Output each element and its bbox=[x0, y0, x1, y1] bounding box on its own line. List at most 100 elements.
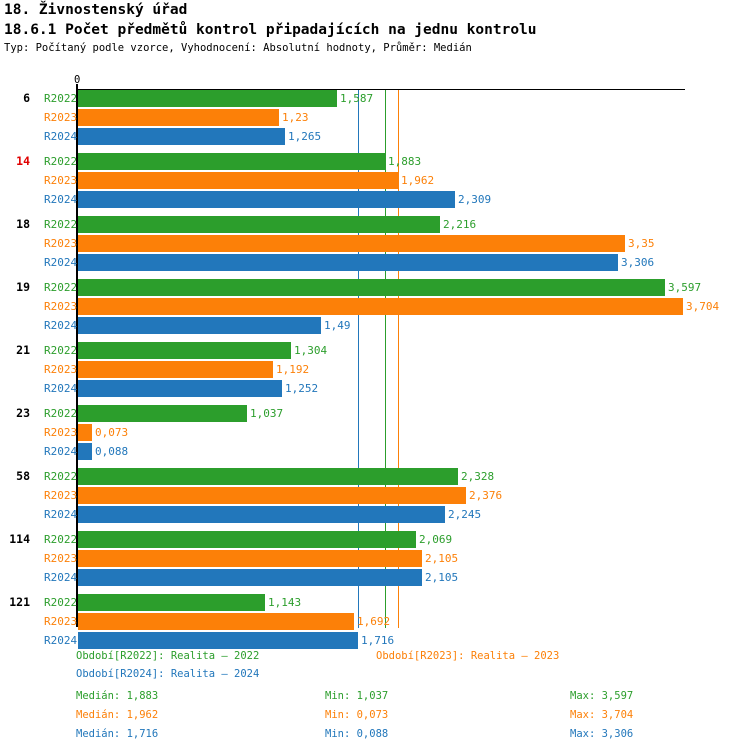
bar-value: 2,376 bbox=[469, 489, 503, 502]
bar-value: 2,309 bbox=[458, 193, 492, 206]
axis-zero-line bbox=[76, 84, 78, 627]
bar[interactable] bbox=[78, 487, 466, 504]
series-label-r2023: R2023 bbox=[44, 552, 78, 565]
bar[interactable] bbox=[78, 153, 385, 170]
stat-min-2: Min: 0,073 bbox=[325, 709, 389, 721]
bar-value: 1,716 bbox=[361, 634, 395, 647]
group-label-19: 19 bbox=[16, 280, 30, 294]
bar-value: 2,105 bbox=[425, 552, 459, 565]
stat-median-1: Medián: 1,883 bbox=[76, 690, 159, 702]
bar[interactable] bbox=[78, 380, 282, 397]
bar-value: 1,304 bbox=[294, 344, 328, 357]
bar[interactable] bbox=[78, 443, 92, 460]
bar[interactable] bbox=[78, 550, 422, 567]
bar[interactable] bbox=[78, 279, 665, 296]
series-label-r2022: R2022 bbox=[44, 92, 78, 105]
series-label-r2023: R2023 bbox=[44, 489, 78, 502]
stat-max-1: Max: 3,597 bbox=[570, 690, 634, 702]
group-label-14: 14 bbox=[16, 154, 30, 168]
bar-value: 2,328 bbox=[461, 470, 495, 483]
bar[interactable] bbox=[78, 235, 625, 252]
axis-zero-label: 0 bbox=[74, 74, 81, 86]
bar-value: 1,037 bbox=[250, 407, 284, 420]
bar[interactable] bbox=[78, 361, 273, 378]
series-label-r2024: R2024 bbox=[44, 382, 78, 395]
group-label-23: 23 bbox=[16, 406, 30, 420]
median-line-r2024 bbox=[358, 90, 359, 628]
series-label-r2022: R2022 bbox=[44, 344, 78, 357]
bar-value: 1,143 bbox=[268, 596, 302, 609]
bar[interactable] bbox=[78, 191, 455, 208]
bar[interactable] bbox=[78, 298, 683, 315]
bar-value: 2,216 bbox=[443, 218, 477, 231]
bar[interactable] bbox=[78, 254, 618, 271]
stat-min-1: Min: 1,037 bbox=[325, 690, 389, 702]
legend-item-3: Období[R2024]: Realita – 2024 bbox=[76, 668, 260, 680]
chart-meta: Typ: Počítaný podle vzorce, Vyhodnocení:… bbox=[4, 42, 472, 54]
bar[interactable] bbox=[78, 506, 445, 523]
stat-median-3: Medián: 1,716 bbox=[76, 728, 159, 740]
bar-value: 1,587 bbox=[340, 92, 374, 105]
bar[interactable] bbox=[78, 405, 247, 422]
bar[interactable] bbox=[78, 342, 291, 359]
bar[interactable] bbox=[78, 172, 398, 189]
bar-value: 1,23 bbox=[282, 111, 309, 124]
series-label-r2024: R2024 bbox=[44, 634, 78, 647]
bar[interactable] bbox=[78, 632, 358, 649]
bar[interactable] bbox=[78, 317, 321, 334]
bar-value: 1,49 bbox=[324, 319, 351, 332]
series-label-r2022: R2022 bbox=[44, 596, 78, 609]
series-label-r2022: R2022 bbox=[44, 218, 78, 231]
axis-top-line bbox=[78, 89, 685, 90]
bar-value: 3,704 bbox=[686, 300, 720, 313]
bar-value: 1,962 bbox=[401, 174, 435, 187]
bar-value: 1,265 bbox=[288, 130, 322, 143]
bar-value: 0,088 bbox=[95, 445, 129, 458]
group-label-121: 121 bbox=[9, 595, 30, 609]
series-label-r2023: R2023 bbox=[44, 174, 78, 187]
series-label-r2023: R2023 bbox=[44, 300, 78, 313]
stat-max-2: Max: 3,704 bbox=[570, 709, 634, 721]
chart-title: 18.6.1 Počet předmětů kontrol připadajíc… bbox=[4, 22, 537, 38]
bar[interactable] bbox=[78, 468, 458, 485]
bar-value: 1,692 bbox=[357, 615, 391, 628]
bar[interactable] bbox=[78, 109, 279, 126]
bar[interactable] bbox=[78, 424, 92, 441]
bar-value: 1,192 bbox=[276, 363, 310, 376]
series-label-r2024: R2024 bbox=[44, 508, 78, 521]
median-line-r2023 bbox=[398, 90, 399, 628]
series-label-r2023: R2023 bbox=[44, 426, 78, 439]
series-label-r2022: R2022 bbox=[44, 533, 78, 546]
series-label-r2022: R2022 bbox=[44, 470, 78, 483]
bar[interactable] bbox=[78, 594, 265, 611]
bar-value: 0,073 bbox=[95, 426, 129, 439]
series-label-r2024: R2024 bbox=[44, 256, 78, 269]
bar-value: 2,069 bbox=[419, 533, 453, 546]
bar-value: 1,883 bbox=[388, 155, 422, 168]
series-label-r2024: R2024 bbox=[44, 130, 78, 143]
stat-min-3: Min: 0,088 bbox=[325, 728, 389, 740]
series-label-r2024: R2024 bbox=[44, 319, 78, 332]
bar-value: 2,245 bbox=[448, 508, 482, 521]
group-label-6: 6 bbox=[23, 91, 30, 105]
series-label-r2023: R2023 bbox=[44, 615, 78, 628]
bar[interactable] bbox=[78, 128, 285, 145]
group-label-21: 21 bbox=[16, 343, 30, 357]
series-label-r2024: R2024 bbox=[44, 193, 78, 206]
legend-item-1: Období[R2022]: Realita – 2022 bbox=[76, 650, 260, 662]
bar[interactable] bbox=[78, 531, 416, 548]
series-label-r2023: R2023 bbox=[44, 111, 78, 124]
bar[interactable] bbox=[78, 569, 422, 586]
series-label-r2024: R2024 bbox=[44, 571, 78, 584]
bar[interactable] bbox=[78, 613, 354, 630]
bar[interactable] bbox=[78, 216, 440, 233]
series-label-r2023: R2023 bbox=[44, 237, 78, 250]
series-label-r2022: R2022 bbox=[44, 155, 78, 168]
series-label-r2022: R2022 bbox=[44, 407, 78, 420]
bar-value: 3,306 bbox=[621, 256, 655, 269]
bar[interactable] bbox=[78, 90, 337, 107]
group-label-58: 58 bbox=[16, 469, 30, 483]
bar-value: 1,252 bbox=[285, 382, 319, 395]
series-label-r2024: R2024 bbox=[44, 445, 78, 458]
median-line-r2022 bbox=[385, 90, 386, 628]
